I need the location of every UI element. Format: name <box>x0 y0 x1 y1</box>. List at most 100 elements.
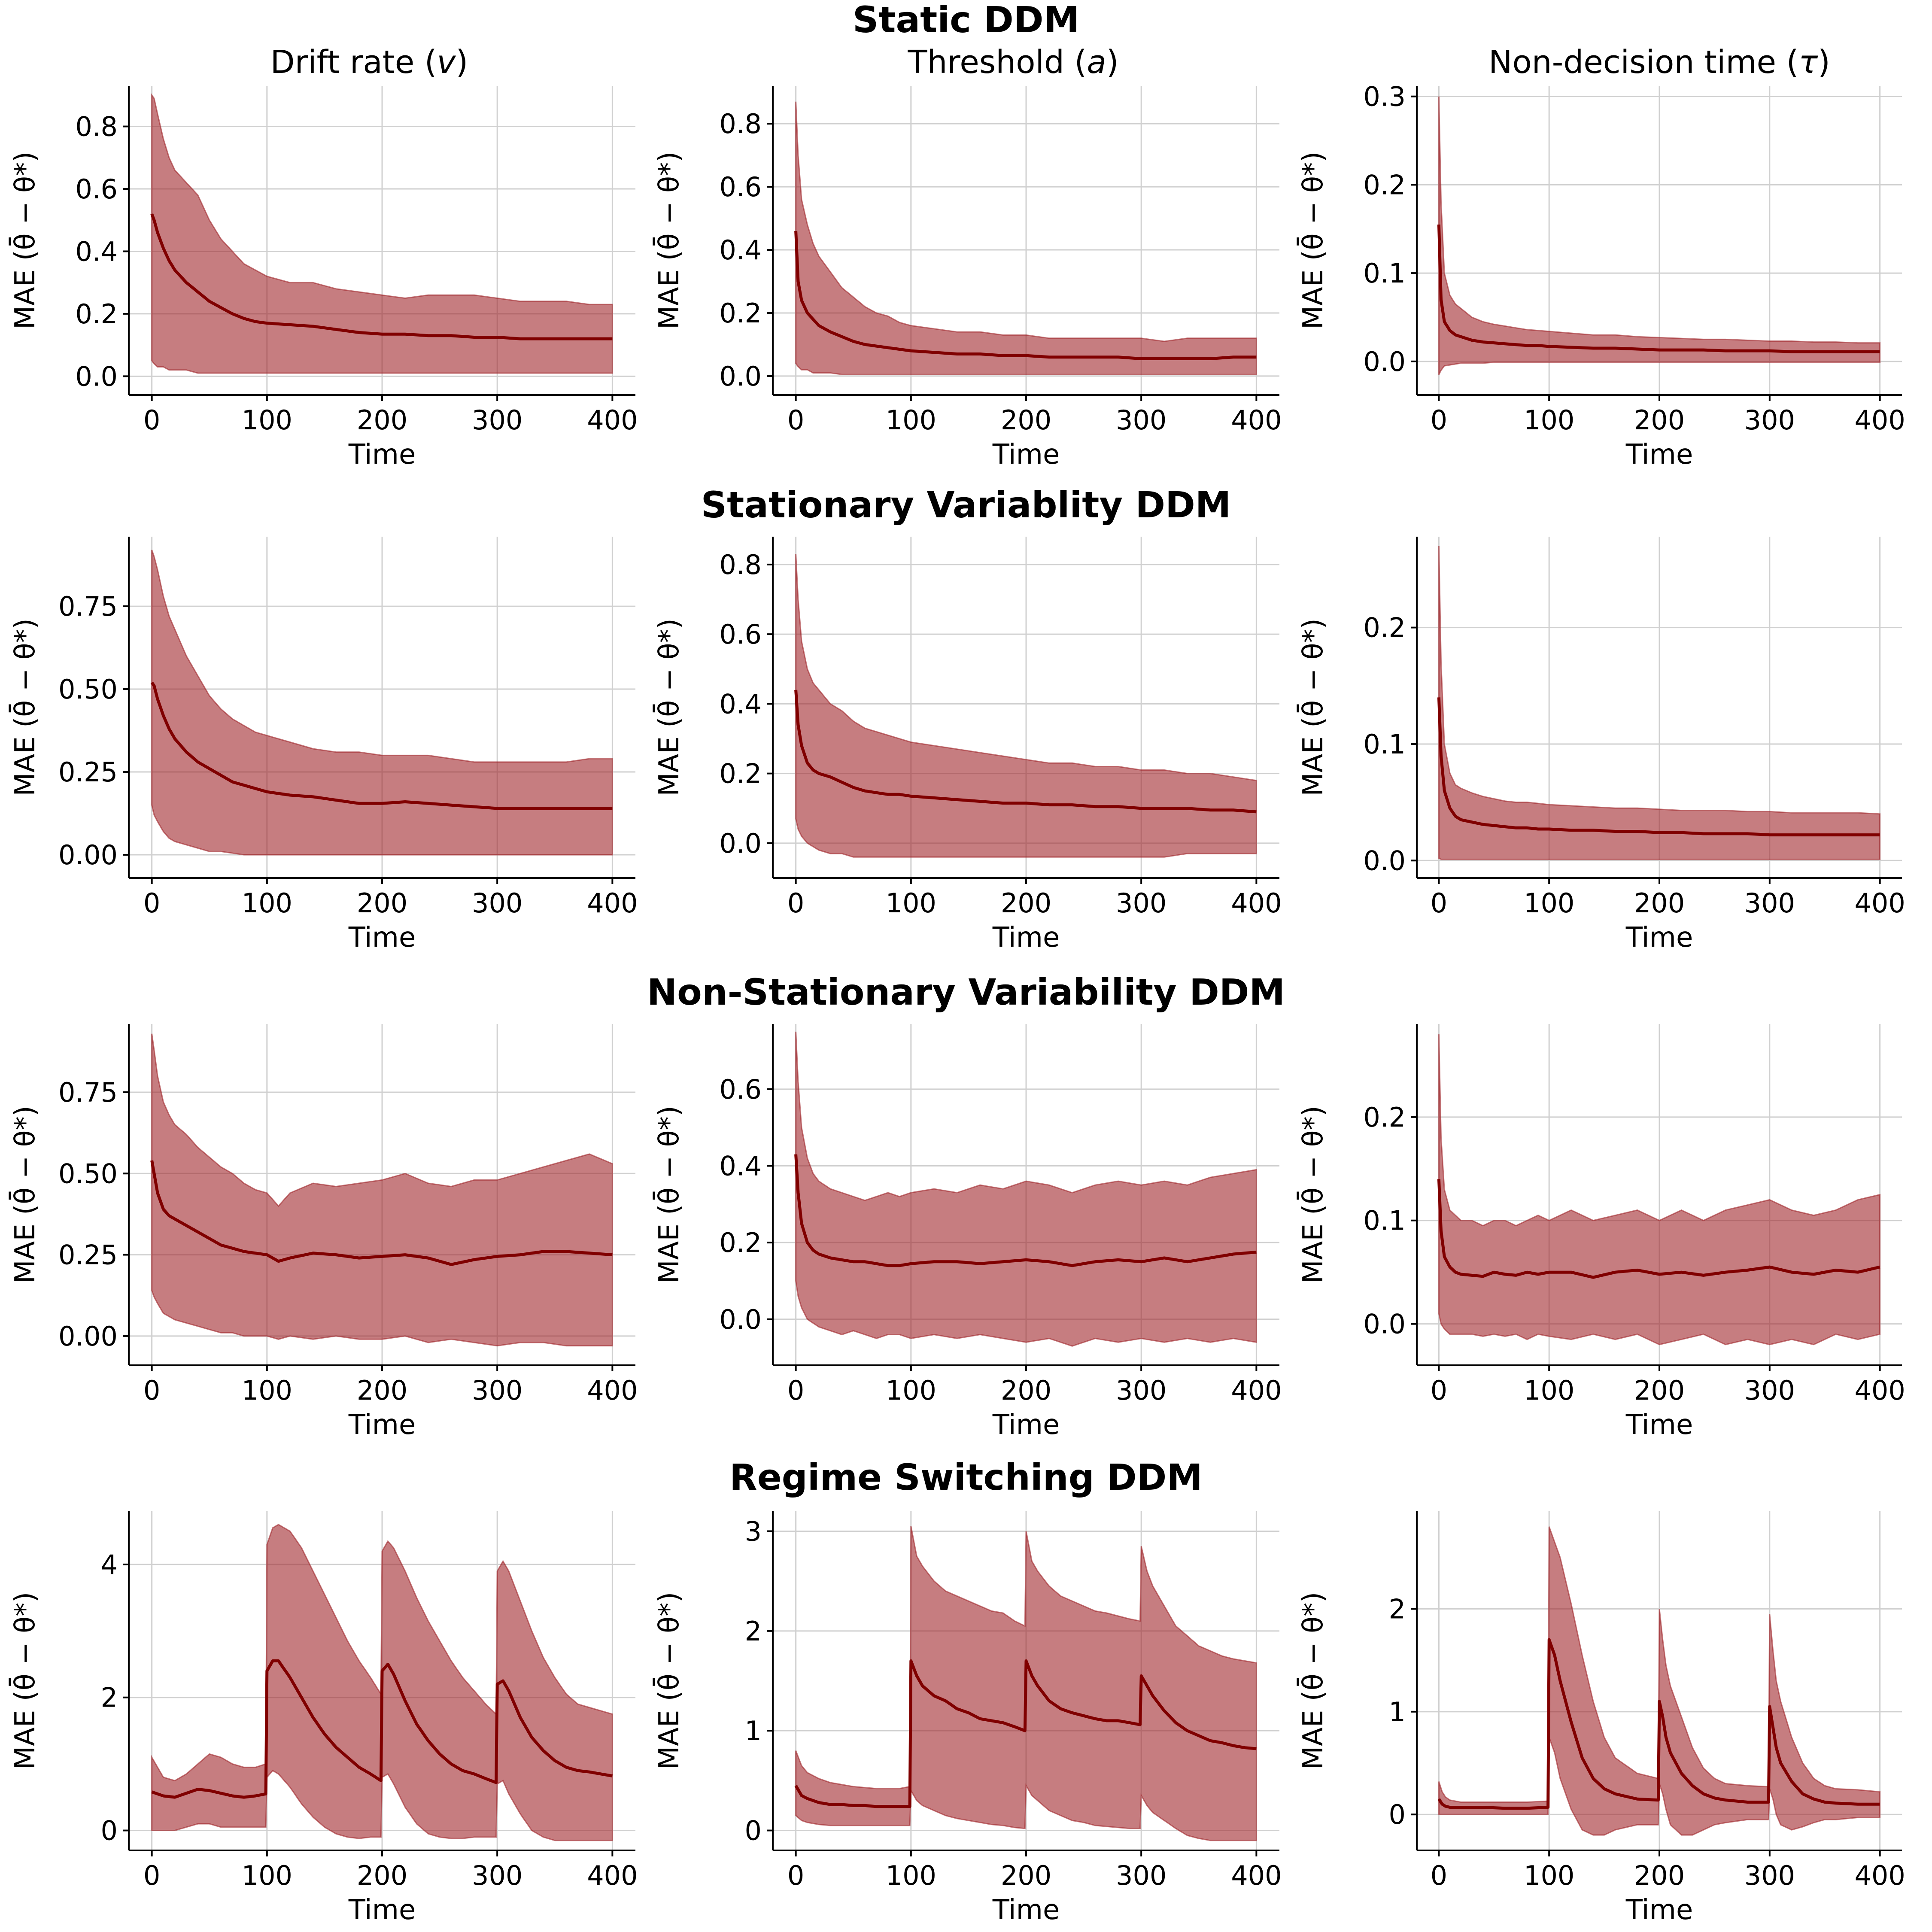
y-tick-label: 0.0 <box>1363 845 1406 876</box>
column-title-symbol: v <box>437 44 456 81</box>
y-tick-label: 0.2 <box>1363 169 1406 200</box>
x-tick-label: 200 <box>1634 404 1685 436</box>
y-tick-label: 0 <box>1389 1799 1406 1830</box>
x-tick-label: 0 <box>787 1860 804 1891</box>
x-axis-label: Time <box>992 1894 1060 1926</box>
x-tick-label: 100 <box>242 1860 292 1891</box>
y-tick-label: 0.4 <box>719 234 762 266</box>
y-tick-label: 0.0 <box>719 828 762 859</box>
y-tick-label: 0.2 <box>719 1227 762 1258</box>
y-tick-label: 0.0 <box>1363 1309 1406 1340</box>
y-tick-label: 0.6 <box>719 619 762 650</box>
x-axis-label: Time <box>348 439 416 471</box>
x-tick-label: 200 <box>357 1860 407 1891</box>
x-tick-label: 300 <box>1116 404 1166 436</box>
x-tick-label: 100 <box>886 1375 936 1406</box>
column-title-drift-rate: Drift rate (v) <box>270 44 468 81</box>
mean-mae-line <box>150 213 613 340</box>
y-axis-label: MAE (θ̄ − θ*) <box>653 152 685 329</box>
y-tick-label: 3 <box>745 1516 762 1547</box>
x-axis-label: Time <box>1625 1894 1693 1926</box>
x-axis-label: Time <box>1625 439 1693 471</box>
x-tick-label: 200 <box>1001 887 1051 919</box>
uncertainty-band <box>151 93 613 374</box>
y-tick-label: 0.0 <box>75 361 118 392</box>
y-tick-label: 4 <box>101 1549 118 1580</box>
x-tick-label: 400 <box>1854 887 1905 919</box>
x-tick-label: 400 <box>1854 1860 1905 1891</box>
x-tick-label: 300 <box>472 1860 522 1891</box>
mean-mae-line <box>151 1659 613 1799</box>
x-tick-label: 200 <box>357 1375 407 1406</box>
y-tick-label: 0.2 <box>719 298 762 329</box>
mean-mae-line <box>1437 224 1880 353</box>
uncertainty-band <box>795 101 1257 375</box>
x-tick-label: 100 <box>1524 887 1574 919</box>
y-tick-label: 0.2 <box>1363 1102 1406 1133</box>
x-tick-label: 400 <box>587 1375 638 1406</box>
mean-mae-line <box>794 690 1257 814</box>
panel-non-stationary-drift-rate: 0 100 200 300 400 0.00 0.25 0.50 0.75 Time MAE (θ̄… <box>9 1024 638 1441</box>
panel-regime-switching-non-decision-time: 0 100 200 300 400 0 1 2 Time MAE (θ̄ − θ*) <box>1297 1511 1905 1926</box>
y-tick-label: 1 <box>745 1715 762 1747</box>
mean-mae-line <box>1437 1638 1880 1810</box>
y-axis-label: MAE (θ̄ − θ*) <box>653 1592 685 1770</box>
x-tick-label: 0 <box>1431 1375 1447 1406</box>
panel-static-drift-rate: 0 100 200 300 400 0.0 0.2 0.4 0.6 0.8 Time MAE (θ̄ … <box>9 86 638 471</box>
column-title-paren: ) <box>1106 44 1119 81</box>
column-title-symbol: τ <box>1798 44 1818 81</box>
x-tick-label: 0 <box>143 887 160 919</box>
uncertainty-band <box>1438 96 1881 375</box>
y-tick-label: 0.75 <box>58 591 118 622</box>
y-tick-label: 0.4 <box>75 236 118 267</box>
x-tick-label: 100 <box>1524 404 1574 436</box>
y-tick-label: 0.1 <box>1363 258 1406 289</box>
x-tick-label: 300 <box>472 1375 522 1406</box>
x-tick-label: 300 <box>1744 887 1795 919</box>
y-tick-label: 1 <box>1389 1696 1406 1728</box>
x-tick-label: 0 <box>143 1860 160 1891</box>
y-axis-label: MAE (θ̄ − θ*) <box>653 618 685 796</box>
row-title-non-stationary: Non-Stationary Variability DDM <box>647 971 1285 1013</box>
x-tick-label: 400 <box>1231 1860 1282 1891</box>
x-tick-label: 300 <box>1744 1375 1795 1406</box>
x-axis-label: Time <box>348 1894 416 1926</box>
y-tick-label: 0.2 <box>75 298 118 330</box>
row-title-regime-switching: Regime Switching DDM <box>729 1456 1203 1498</box>
row-title-stationary: Stationary Variablity DDM <box>701 484 1231 526</box>
column-title-symbol: a <box>1087 44 1106 81</box>
column-title-text: Non-decision time ( <box>1488 44 1798 81</box>
x-axis-label: Time <box>992 922 1060 954</box>
mean-mae-line <box>794 1154 1257 1267</box>
x-axis-label: Time <box>1625 922 1693 954</box>
y-tick-label: 0.3 <box>1363 81 1406 112</box>
uncertainty-band <box>1438 546 1881 860</box>
x-tick-label: 300 <box>1116 1375 1166 1406</box>
y-axis-label: MAE (θ̄ − θ*) <box>9 152 41 329</box>
y-tick-label: 0.8 <box>719 108 762 140</box>
x-axis-label: Time <box>992 439 1060 471</box>
mean-mae-line <box>1437 1179 1880 1279</box>
y-tick-label: 0.6 <box>75 173 118 205</box>
x-tick-label: 300 <box>472 404 522 436</box>
x-tick-label: 0 <box>1431 887 1447 919</box>
column-title-paren: ) <box>1818 44 1830 81</box>
y-tick-label: 0.1 <box>1363 729 1406 760</box>
x-tick-label: 200 <box>1634 1860 1685 1891</box>
x-tick-label: 400 <box>1231 887 1282 919</box>
uncertainty-band <box>795 1031 1257 1347</box>
x-tick-label: 300 <box>1744 1860 1795 1891</box>
mean-mae-line <box>150 1160 613 1266</box>
x-tick-label: 100 <box>242 404 292 436</box>
y-tick-label: 0 <box>745 1815 762 1847</box>
y-tick-label: 0.6 <box>719 171 762 203</box>
y-tick-label: 0.75 <box>58 1077 118 1108</box>
column-title-paren: ) <box>456 44 468 81</box>
x-tick-label: 100 <box>886 404 936 436</box>
mean-mae-line <box>150 681 613 810</box>
x-tick-label: 300 <box>472 887 522 919</box>
column-title-threshold: Threshold (a) <box>907 44 1118 81</box>
y-tick-label: 0.4 <box>719 1151 762 1182</box>
x-tick-label: 400 <box>587 887 638 919</box>
